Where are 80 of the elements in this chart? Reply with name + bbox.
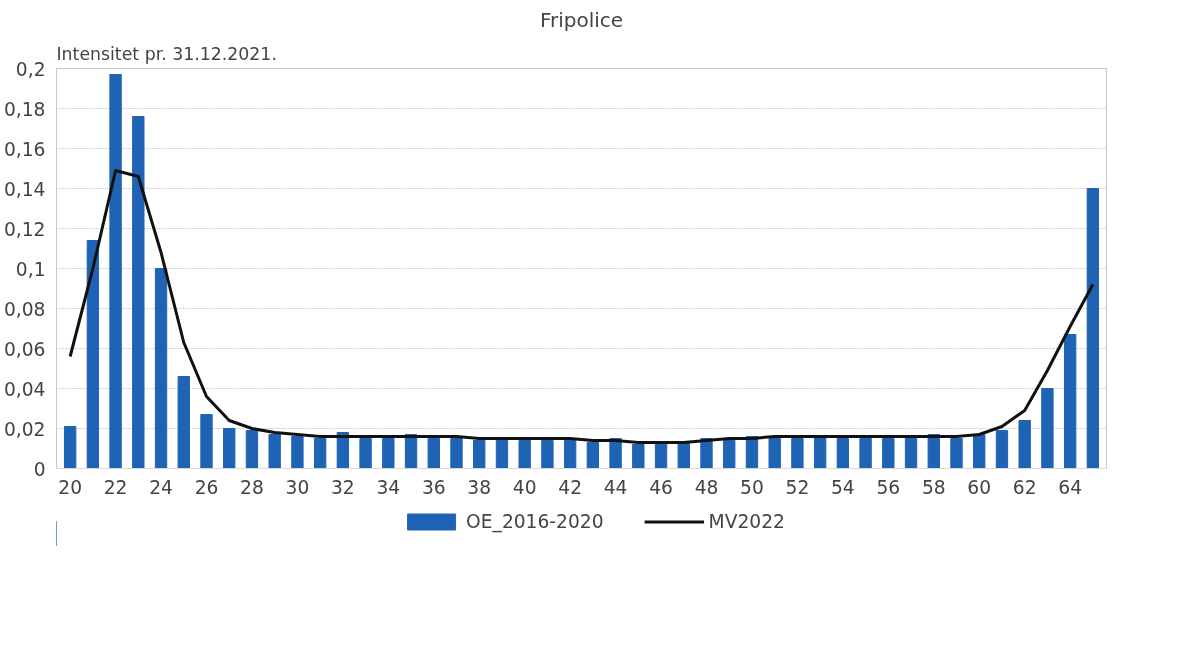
bar xyxy=(882,438,895,469)
bar xyxy=(995,430,1009,469)
x-tick-label: 30 xyxy=(285,476,310,498)
bar xyxy=(836,438,850,469)
x-tick-label: 64 xyxy=(1058,476,1083,498)
legend-label: OE_2016-2020 xyxy=(466,510,604,532)
bar xyxy=(177,376,190,469)
x-tick-label: 22 xyxy=(103,476,128,498)
bar xyxy=(473,440,486,469)
bar xyxy=(200,414,213,469)
bar xyxy=(495,440,509,469)
bar xyxy=(927,434,940,469)
chart-title: Fripolice xyxy=(539,7,624,32)
bar xyxy=(1018,420,1031,469)
x-tick-label: 44 xyxy=(603,476,628,498)
bar xyxy=(450,438,463,469)
y-tick-label: 0,02 xyxy=(3,418,46,440)
x-tick-label: 26 xyxy=(194,476,219,498)
y-tick-label: 0,16 xyxy=(3,138,46,160)
bar xyxy=(541,440,554,469)
x-tick-label: 40 xyxy=(512,476,537,498)
x-tick-label: 50 xyxy=(740,476,764,498)
x-tick-label: 36 xyxy=(421,476,446,498)
bar xyxy=(132,116,145,469)
bar xyxy=(723,440,736,469)
bar xyxy=(1086,188,1100,469)
y-tick-label: 0,14 xyxy=(3,178,46,200)
bar xyxy=(950,438,963,469)
bar xyxy=(291,436,304,469)
x-tick-label: 28 xyxy=(240,476,264,498)
x-tick-label: 32 xyxy=(330,476,355,498)
y-tick-label: 0,18 xyxy=(3,98,46,120)
y-tick-label: 0,12 xyxy=(3,218,46,240)
x-tick-label: 60 xyxy=(967,476,992,498)
bar xyxy=(223,428,236,469)
x-tick-label: 20 xyxy=(58,476,83,498)
bar xyxy=(268,434,281,469)
x-tick-label: 42 xyxy=(558,476,583,498)
x-tick-label: 62 xyxy=(1012,476,1037,498)
bar xyxy=(859,438,872,469)
bar xyxy=(382,438,395,469)
y-tick-label: 0,1 xyxy=(15,258,46,280)
x-tick-label: 24 xyxy=(149,476,173,498)
bar xyxy=(1063,334,1077,469)
bar xyxy=(700,438,713,469)
bar xyxy=(86,240,100,469)
bar xyxy=(245,430,259,469)
y-tick-label: 0 xyxy=(33,458,46,480)
x-tick-label: 54 xyxy=(830,476,855,498)
bar xyxy=(904,438,918,469)
text: Intensitet pr. 31.12.2021. xyxy=(56,43,277,64)
bar xyxy=(586,442,600,469)
bar xyxy=(677,442,690,469)
y-tick-label: 0,08 xyxy=(3,298,46,320)
bar xyxy=(109,74,122,469)
x-tick-label: 48 xyxy=(694,476,719,498)
legend-label: MV2022 xyxy=(708,510,785,532)
bar xyxy=(154,268,168,469)
bar xyxy=(518,440,531,469)
x-tick-label: 38 xyxy=(467,476,492,498)
bar xyxy=(791,438,804,469)
y-tick-label: 0,2 xyxy=(15,58,46,80)
x-tick-label: 52 xyxy=(785,476,810,498)
bar xyxy=(813,436,827,469)
bar xyxy=(313,438,327,469)
bar xyxy=(359,438,372,469)
x-tick-label: 34 xyxy=(376,476,401,498)
y-tick-label: 0,06 xyxy=(3,338,46,360)
bar xyxy=(609,438,622,469)
bar xyxy=(1041,388,1054,469)
x-tick-label: 56 xyxy=(876,476,901,498)
x-tick-label: 58 xyxy=(921,476,946,498)
x-tick-label: 46 xyxy=(649,476,673,498)
bar xyxy=(768,438,781,469)
y-tick-label: 0,04 xyxy=(3,378,46,400)
bar xyxy=(63,426,77,469)
line-series xyxy=(68,169,1095,444)
bar xyxy=(427,438,440,469)
bar xyxy=(632,444,645,469)
bar xyxy=(973,434,986,469)
